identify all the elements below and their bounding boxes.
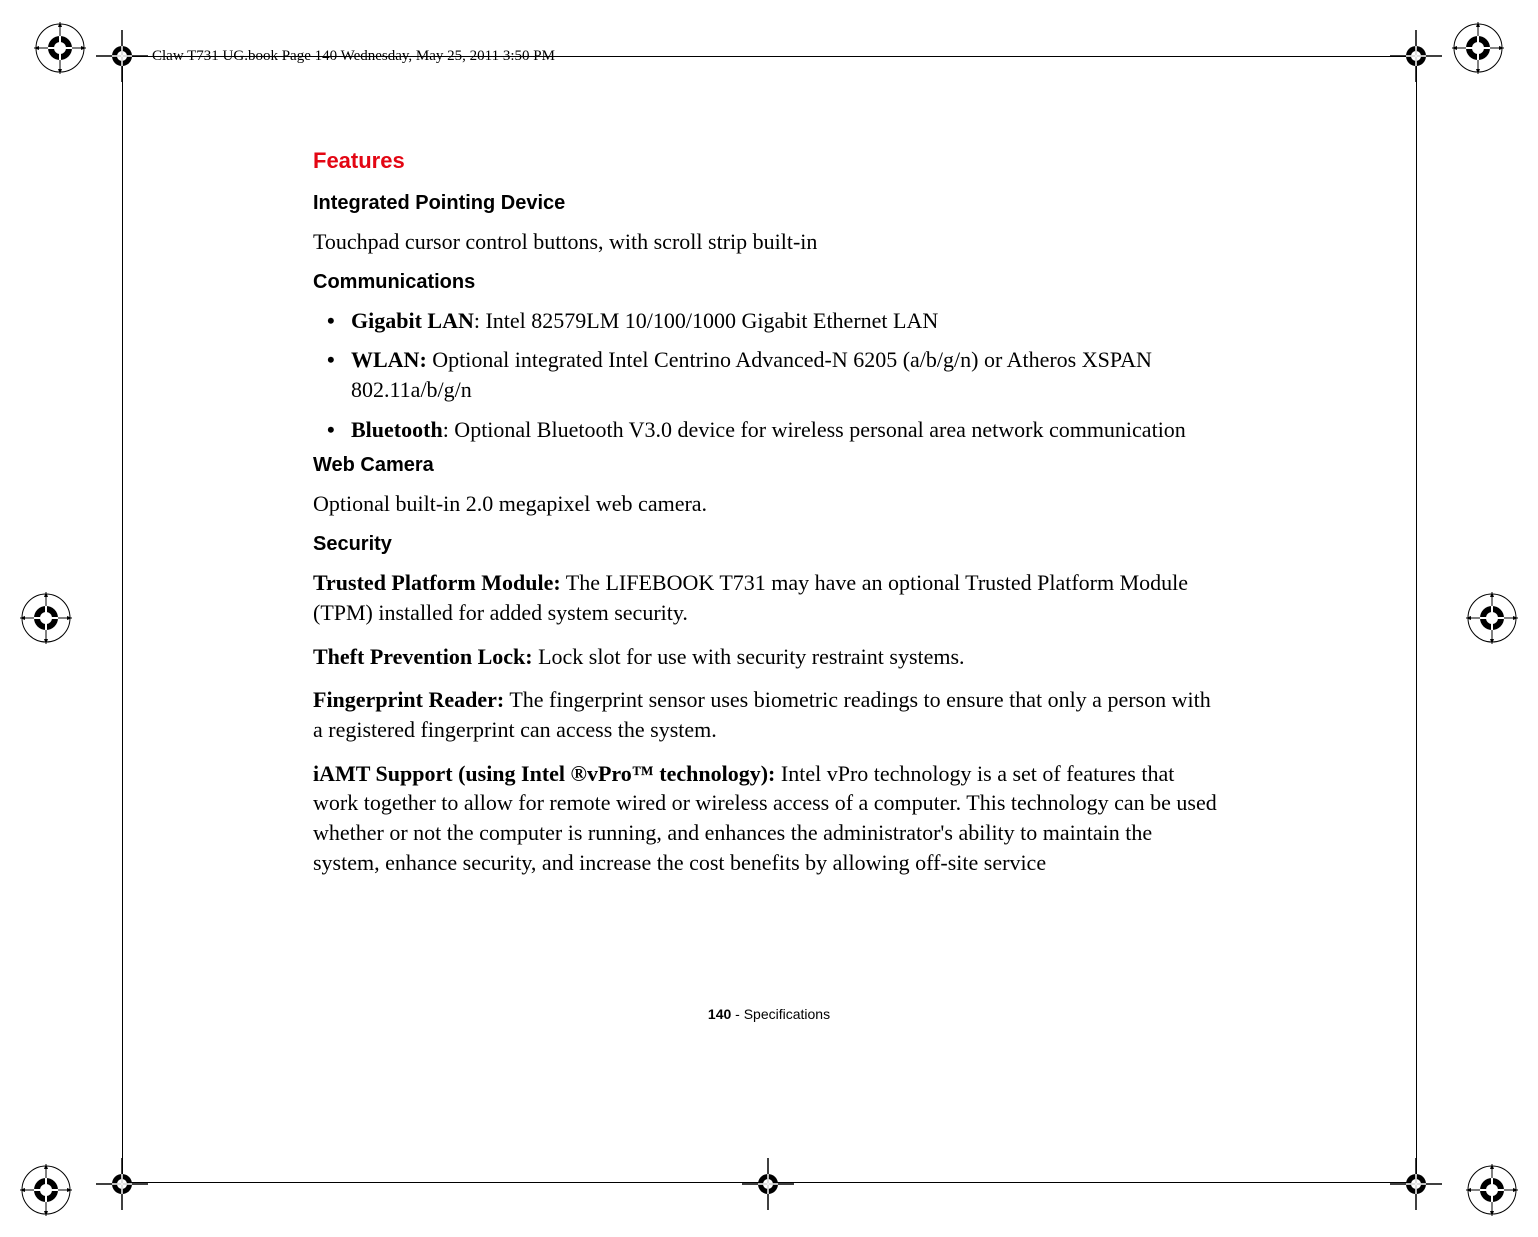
- para-label: Trusted Platform Module:: [313, 570, 561, 595]
- para-label: iAMT Support (using Intel ®vPro™ technol…: [313, 761, 775, 786]
- para-text: Lock slot for use with security restrain…: [533, 644, 965, 669]
- features-heading: Features: [313, 148, 1223, 174]
- communications-list: Gigabit LAN: Intel 82579LM 10/100/1000 G…: [313, 306, 1223, 445]
- crop-mark-icon: [1390, 30, 1442, 82]
- security-para: Fingerprint Reader: The fingerprint sens…: [313, 685, 1223, 744]
- crop-mark-icon: [742, 1158, 794, 1210]
- ipd-body: Touchpad cursor control buttons, with sc…: [313, 227, 1223, 257]
- list-item-text: Optional integrated Intel Centrino Advan…: [351, 347, 1152, 402]
- page-footer: 140 - Specifications: [0, 1006, 1538, 1022]
- registration-mark-icon: [1466, 1164, 1518, 1216]
- list-item-label: Bluetooth: [351, 417, 443, 442]
- running-header: Claw T731 UG.book Page 140 Wednesday, Ma…: [152, 48, 555, 65]
- registration-mark-icon: [1466, 592, 1518, 644]
- crop-mark-icon: [96, 30, 148, 82]
- crop-mark-icon: [96, 1158, 148, 1210]
- registration-mark-icon: [1452, 22, 1504, 74]
- para-label: Theft Prevention Lock:: [313, 644, 533, 669]
- registration-mark-icon: [20, 1164, 72, 1216]
- communications-heading: Communications: [313, 271, 1223, 294]
- webcam-heading: Web Camera: [313, 454, 1223, 477]
- crop-mark-icon: [1390, 1158, 1442, 1210]
- webcam-body: Optional built-in 2.0 megapixel web came…: [313, 489, 1223, 519]
- registration-mark-icon: [34, 22, 86, 74]
- ipd-heading: Integrated Pointing Device: [313, 192, 1223, 215]
- list-item-text: : Optional Bluetooth V3.0 device for wir…: [443, 417, 1186, 442]
- security-para: Trusted Platform Module: The LIFEBOOK T7…: [313, 568, 1223, 627]
- list-item-text: : Intel 82579LM 10/100/1000 Gigabit Ethe…: [474, 308, 938, 333]
- page-content: Features Integrated Pointing Device Touc…: [313, 148, 1223, 891]
- security-heading: Security: [313, 533, 1223, 556]
- list-item-label: WLAN:: [351, 347, 427, 372]
- footer-section: - Specifications: [731, 1006, 830, 1022]
- security-para: iAMT Support (using Intel ®vPro™ technol…: [313, 759, 1223, 878]
- registration-mark-icon: [20, 592, 72, 644]
- list-item-label: Gigabit LAN: [351, 308, 474, 333]
- list-item: WLAN: Optional integrated Intel Centrino…: [351, 345, 1223, 404]
- para-label: Fingerprint Reader:: [313, 687, 504, 712]
- list-item: Bluetooth: Optional Bluetooth V3.0 devic…: [351, 415, 1223, 445]
- page-number: 140: [708, 1006, 731, 1022]
- security-para: Theft Prevention Lock: Lock slot for use…: [313, 642, 1223, 672]
- list-item: Gigabit LAN: Intel 82579LM 10/100/1000 G…: [351, 306, 1223, 336]
